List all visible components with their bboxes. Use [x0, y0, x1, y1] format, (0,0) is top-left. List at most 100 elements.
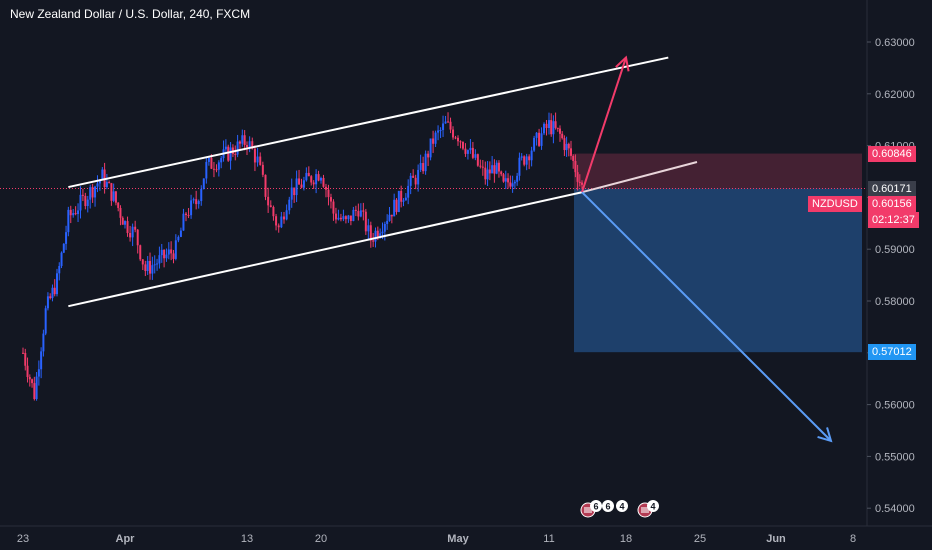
candle-body: [386, 220, 389, 224]
channel-lower-line: [68, 191, 583, 308]
arrow-down-shaft: [581, 191, 832, 442]
candle-body: [89, 187, 92, 200]
candle-body: [110, 183, 113, 201]
candle-body: [253, 148, 256, 163]
candle-body: [305, 172, 308, 181]
candle-body: [215, 169, 218, 171]
candle-body: [105, 182, 108, 188]
event-badge: 6: [602, 500, 614, 512]
candle-body: [449, 121, 452, 130]
time-tick-label: May: [447, 533, 469, 545]
candle-body: [65, 232, 68, 244]
candle-body: [288, 199, 291, 211]
candle-body: [144, 264, 147, 272]
candle-body: [167, 249, 170, 255]
badge-circle: [616, 500, 628, 512]
candle-body: [293, 187, 296, 196]
candle-body: [119, 207, 122, 218]
candle-body: [484, 167, 487, 180]
candle-body: [267, 196, 270, 206]
candle-body: [86, 199, 89, 207]
candle-body: [427, 153, 430, 158]
candle-body: [207, 157, 210, 162]
candle-body: [51, 287, 54, 299]
candle-body: [290, 187, 293, 200]
time-tick-label: 18: [620, 533, 632, 545]
candle-body: [349, 215, 352, 222]
candle-body: [236, 141, 239, 155]
candle-body: [486, 169, 489, 180]
candle-body: [248, 141, 251, 148]
target-price-tag: 0.57012: [868, 344, 916, 361]
candle-body: [151, 265, 154, 274]
candle-body: [42, 333, 45, 352]
candle-body: [491, 165, 494, 174]
candle-body: [559, 128, 561, 134]
candle-body: [367, 225, 370, 232]
badge-count: 6: [593, 502, 598, 512]
drawing-tools[interactable]: [68, 55, 833, 443]
candle-body: [513, 181, 516, 184]
candle-body: [315, 174, 318, 185]
candle-body: [310, 176, 313, 183]
candle-body: [530, 150, 533, 161]
badge-circle: [602, 500, 614, 512]
candle-body: [136, 229, 139, 246]
candle-body: [479, 165, 482, 167]
candle-body: [300, 184, 303, 188]
candle-body: [101, 169, 104, 181]
chart-title: New Zealand Dollar / U.S. Dollar, 240, F…: [10, 7, 251, 21]
candle-body: [574, 160, 577, 173]
candle-body: [224, 146, 227, 150]
candle-body: [402, 200, 405, 202]
candle-body: [37, 369, 40, 377]
candle-body: [567, 143, 570, 149]
candle-body: [46, 296, 49, 309]
candle-body: [22, 352, 24, 354]
candle-body: [179, 230, 182, 237]
candle-body: [40, 351, 43, 370]
channel-upper-line: [68, 56, 669, 189]
candle-body: [121, 217, 124, 225]
badge-count: 6: [605, 502, 610, 512]
candle-body: [344, 216, 347, 220]
candle-body: [187, 214, 190, 216]
candle-body: [364, 211, 367, 232]
badge-circle: [590, 500, 602, 512]
flag-icon-stripes: [641, 507, 649, 513]
time-axis[interactable]: 23 Apr 13 20 May 11 18 25 Jun 8: [17, 533, 856, 545]
candle-body: [374, 230, 377, 242]
candle-body: [112, 191, 115, 201]
candle-body: [49, 296, 52, 299]
candle-body: [285, 210, 288, 220]
candle-body: [185, 213, 187, 215]
candle-body: [457, 137, 459, 142]
candle-body: [381, 231, 384, 234]
candle-body: [91, 187, 94, 198]
candle-body: [298, 178, 301, 185]
candle-body: [295, 178, 298, 196]
candle-body: [197, 201, 200, 205]
candle-body: [229, 147, 232, 161]
candle-body: [545, 123, 548, 128]
candle-body: [126, 221, 129, 233]
candle-body: [217, 162, 220, 170]
candle-body: [447, 121, 450, 123]
price-tick-label: 0.56000: [875, 400, 915, 412]
candle-body: [359, 210, 362, 217]
candle-body: [60, 252, 63, 266]
candle-body: [212, 168, 215, 170]
candle-body: [388, 214, 391, 221]
candle-body: [518, 157, 521, 176]
candle-body: [543, 123, 546, 134]
candle-body: [383, 223, 386, 232]
candle-body: [563, 138, 566, 151]
candle-body: [35, 376, 38, 400]
candle-body: [354, 209, 357, 211]
candle-body: [96, 183, 99, 187]
arrow-down-head: [817, 427, 833, 443]
candle-body: [307, 172, 310, 177]
candle-body: [77, 210, 80, 215]
